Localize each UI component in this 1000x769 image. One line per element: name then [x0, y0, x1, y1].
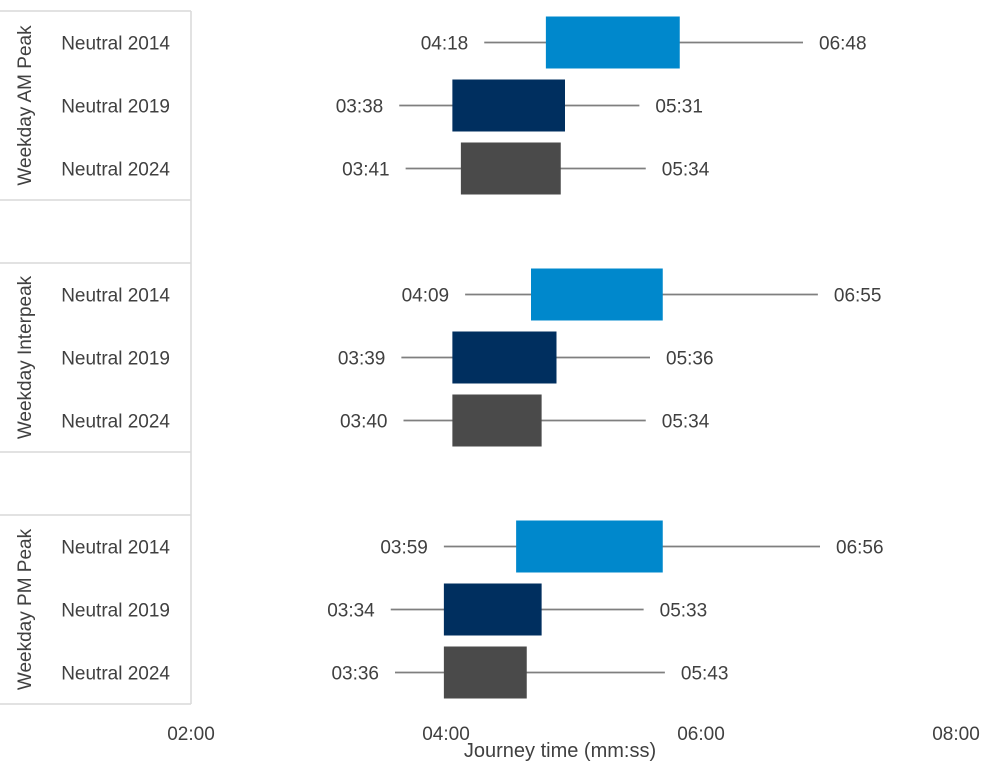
x-axis-label: Journey time (mm:ss)	[464, 740, 656, 762]
x-tick-label: 04:00	[422, 724, 470, 745]
min-data-label: 04:18	[421, 34, 469, 55]
group-label: Weekday Interpeak	[15, 275, 36, 439]
min-data-label: 03:40	[340, 412, 388, 433]
min-data-label: 03:38	[336, 97, 384, 118]
group-label: Weekday PM Peak	[15, 528, 36, 690]
range-box	[531, 268, 663, 321]
range-box	[452, 331, 557, 384]
row-label: Neutral 2014	[61, 34, 170, 55]
x-tick-label: 08:00	[932, 724, 980, 745]
row-label: Neutral 2019	[61, 601, 170, 622]
max-data-label: 06:55	[834, 286, 882, 307]
group-label: Weekday AM Peak	[15, 25, 36, 186]
group-labels: Weekday AM Peak Weekday Interpeak Weekday …	[15, 25, 36, 690]
x-tick-label: 02:00	[167, 724, 215, 745]
row-label: Neutral 2024	[61, 160, 170, 181]
row-label: Neutral 2014	[61, 538, 170, 559]
min-data-label: 04:09	[402, 286, 450, 307]
max-data-label: 05:36	[666, 349, 714, 370]
range-box	[545, 16, 680, 69]
range-box	[443, 583, 542, 636]
max-data-label: 05:34	[662, 412, 710, 433]
max-data-label: 05:43	[681, 664, 729, 685]
min-data-label: 03:39	[338, 349, 386, 370]
row-label: Neutral 2014	[61, 286, 170, 307]
row-labels: Neutral 2014 Neutral 2019 Neutral 2024 Neut…	[61, 34, 170, 685]
max-data-label: 05:31	[655, 97, 703, 118]
row-label: Neutral 2024	[61, 412, 170, 433]
range-box	[452, 79, 565, 132]
row-label: Neutral 2024	[61, 664, 170, 685]
range-box	[460, 142, 561, 195]
row-label: Neutral 2019	[61, 349, 170, 370]
max-data-label: 06:48	[819, 34, 867, 55]
min-data-label: 03:36	[331, 664, 379, 685]
range-box	[443, 646, 527, 699]
min-data-label: 03:59	[380, 538, 428, 559]
x-axis-ticks: 02:00 04:00 06:00 08:00	[167, 724, 980, 745]
min-data-label: 03:41	[342, 160, 390, 181]
max-data-label: 05:34	[662, 160, 710, 181]
data-labels: 04:18 06:48 03:38 05:31 03:41 05:34 04:09 06:55…	[327, 34, 883, 685]
range-box	[452, 394, 542, 447]
range-boxes	[443, 16, 680, 699]
range-box	[516, 520, 663, 573]
x-tick-label: 06:00	[677, 724, 725, 745]
max-data-label: 05:33	[660, 601, 708, 622]
category-axis-frame	[0, 10, 192, 705]
row-label: Neutral 2019	[61, 97, 170, 118]
max-data-label: 06:56	[836, 538, 884, 559]
min-data-label: 03:34	[327, 601, 375, 622]
